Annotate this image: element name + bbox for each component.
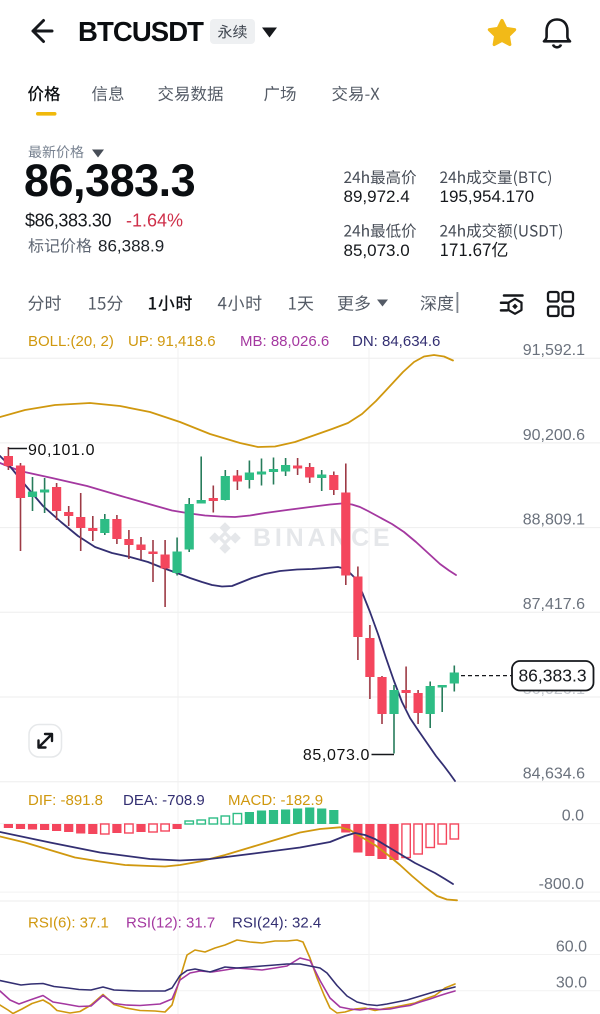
svg-text:86,383.3: 86,383.3: [24, 155, 195, 206]
svg-text:BOLL:(20, 2): BOLL:(20, 2): [28, 333, 114, 350]
svg-text:84,634.6: 84,634.6: [523, 765, 585, 782]
svg-text:BINANCE: BINANCE: [253, 524, 394, 552]
svg-text:60.0: 60.0: [556, 939, 587, 956]
svg-text:MB: 88,026.6: MB: 88,026.6: [240, 333, 329, 350]
svg-text:90,101.0: 90,101.0: [28, 442, 95, 459]
svg-text:UP: 91,418.6: UP: 91,418.6: [128, 333, 216, 350]
svg-text:RSI(12): 31.7: RSI(12): 31.7: [126, 915, 215, 932]
svg-text:RSI(24): 32.4: RSI(24): 32.4: [232, 915, 321, 932]
svg-text:85,073.0: 85,073.0: [303, 747, 370, 764]
svg-text:-1.64%: -1.64%: [126, 211, 183, 231]
svg-text:88,809.1: 88,809.1: [523, 512, 585, 529]
svg-text:-800.0: -800.0: [539, 876, 584, 893]
svg-text:89,972.4: 89,972.4: [344, 187, 410, 206]
svg-text:DIF: -891.8: DIF: -891.8: [28, 792, 103, 809]
svg-text:RSI(6): 37.1: RSI(6): 37.1: [28, 915, 109, 932]
svg-text:86,388.9: 86,388.9: [98, 237, 164, 256]
svg-text:BTCUSDT: BTCUSDT: [78, 16, 204, 47]
svg-text:86,383.3: 86,383.3: [518, 666, 586, 686]
svg-text:30.0: 30.0: [556, 975, 587, 992]
svg-text:DEA: -708.9: DEA: -708.9: [123, 792, 205, 809]
svg-text:MACD: -182.9: MACD: -182.9: [228, 792, 323, 809]
svg-text:$86,383.30: $86,383.30: [25, 211, 111, 231]
svg-text:195,954.170: 195,954.170: [440, 187, 535, 206]
svg-text:0.0: 0.0: [562, 808, 584, 825]
svg-text:87,417.6: 87,417.6: [523, 596, 585, 613]
svg-text:DN: 84,634.6: DN: 84,634.6: [352, 333, 440, 350]
svg-text:91,592.1: 91,592.1: [523, 342, 585, 359]
svg-text:90,200.6: 90,200.6: [523, 427, 585, 444]
svg-text:85,073.0: 85,073.0: [344, 241, 410, 260]
